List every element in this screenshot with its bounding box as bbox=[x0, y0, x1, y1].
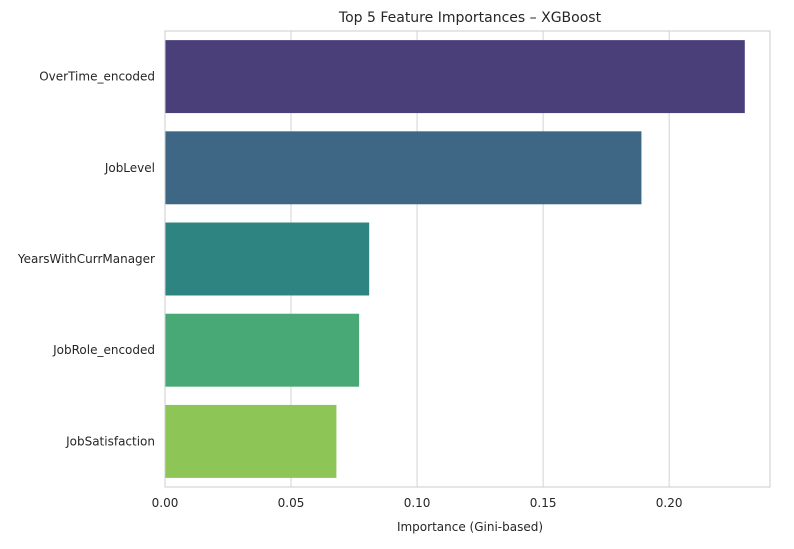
y-tick-label: YearsWithCurrManager bbox=[17, 252, 155, 266]
bars bbox=[165, 40, 745, 478]
x-tick-label: 0.00 bbox=[152, 496, 179, 510]
bar-joblevel bbox=[165, 131, 642, 205]
y-tick-label: JobSatisfaction bbox=[65, 434, 155, 448]
bar-overtime-encoded bbox=[165, 40, 745, 114]
x-axis-label: Importance (Gini-based) bbox=[397, 520, 543, 534]
y-tick-labels: OverTime_encoded JobLevel YearsWithCurrMan… bbox=[17, 70, 155, 449]
x-tick-label: 0.10 bbox=[404, 496, 431, 510]
y-tick-label: JobRole_encoded bbox=[52, 343, 155, 357]
y-tick-label: OverTime_encoded bbox=[39, 70, 155, 84]
x-tick-label: 0.20 bbox=[656, 496, 683, 510]
chart-title: Top 5 Feature Importances – XGBoost bbox=[338, 10, 602, 26]
x-tick-label: 0.15 bbox=[530, 496, 557, 510]
bar-jobrole-encoded bbox=[165, 313, 360, 387]
y-tick-label: JobLevel bbox=[104, 161, 155, 175]
x-tick-labels: 0.00 0.05 0.10 0.15 0.20 bbox=[152, 496, 683, 510]
plot-frame bbox=[164, 30, 771, 488]
bar-jobsatisfaction bbox=[165, 404, 337, 478]
bar-yearswithcurrmanager bbox=[165, 222, 370, 296]
x-tick-label: 0.05 bbox=[278, 496, 305, 510]
